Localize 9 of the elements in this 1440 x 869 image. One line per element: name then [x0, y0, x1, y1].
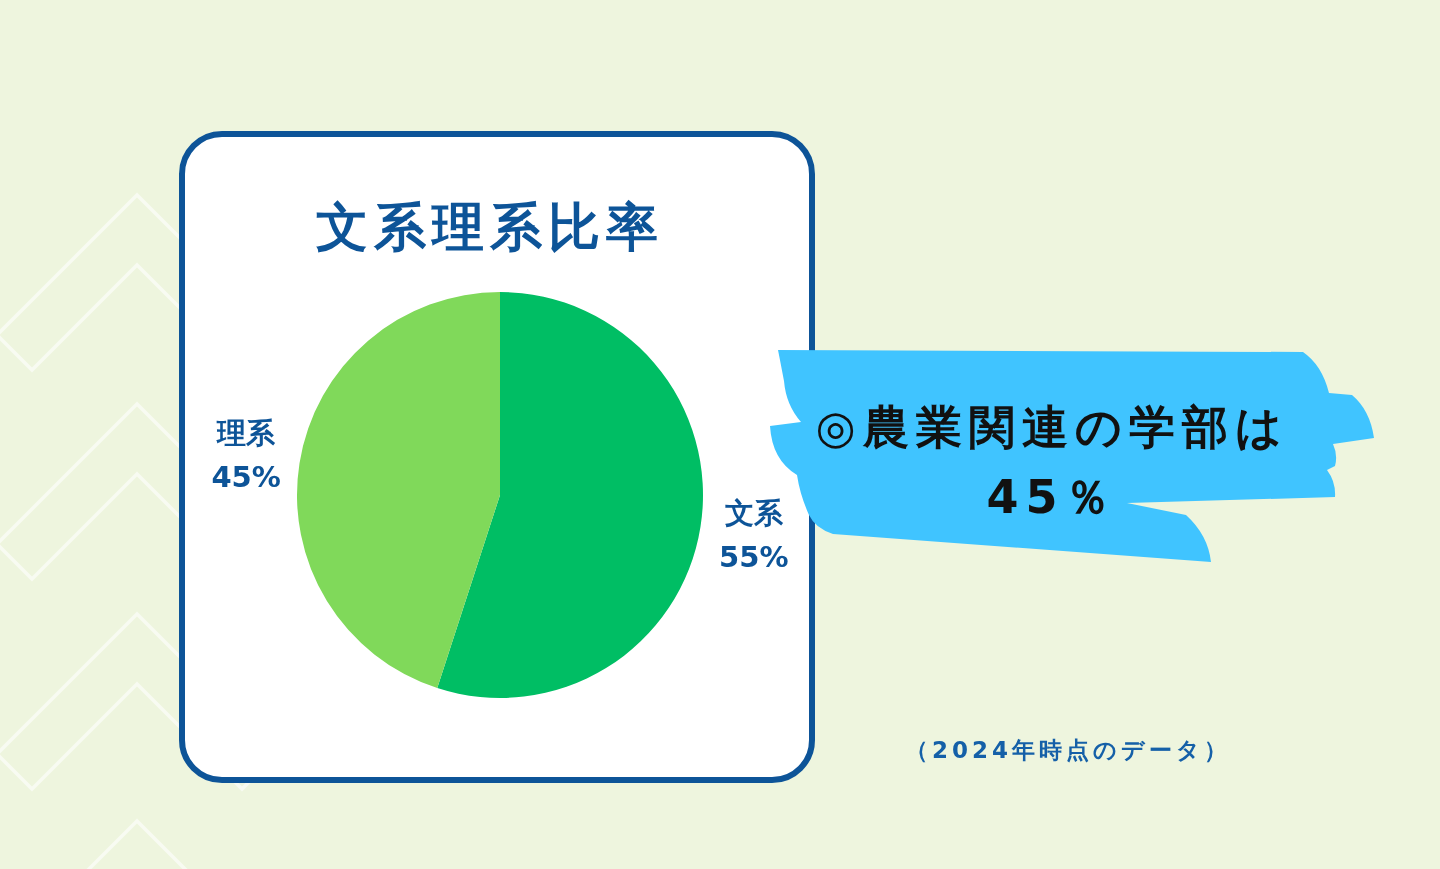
pie-slice	[297, 292, 500, 689]
slice-label: 文系	[724, 496, 783, 531]
data-label: 45%	[211, 459, 281, 494]
chart-title: 文系理系比率	[316, 196, 664, 259]
pie-slice	[437, 292, 703, 698]
slice-label: 理系	[217, 415, 276, 450]
text: ◎農業関連の学部は45％	[814, 399, 1290, 526]
data-label: 55%	[719, 540, 789, 575]
text: （2024年時点のデータ）	[904, 735, 1232, 765]
